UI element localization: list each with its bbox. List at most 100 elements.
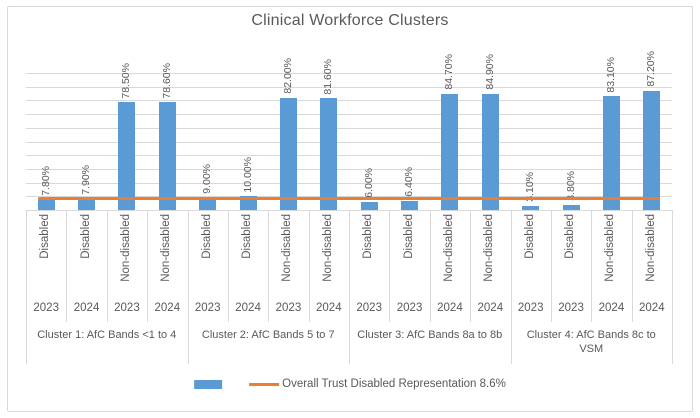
year-label: 2023	[356, 302, 382, 314]
year-label: 2023	[33, 302, 59, 314]
bar-value-label: 84.90%	[483, 54, 496, 90]
gridline	[26, 86, 672, 88]
category-separator	[308, 210, 310, 322]
category-label: Disabled	[39, 214, 52, 259]
category-label: Non-disabled	[604, 214, 617, 282]
year-label: 2024	[235, 302, 261, 314]
bar-value-label: 87.20%	[645, 50, 658, 87]
category-label: Disabled	[362, 214, 375, 259]
category-label: Non-disabled	[119, 214, 132, 282]
year-label: 2024	[598, 302, 625, 314]
bar-value-label: 6.40%	[403, 167, 416, 198]
gridline	[26, 168, 672, 170]
bar-value-label: 7.80%	[39, 165, 52, 196]
cluster-label: Cluster 4: AfC Bands 8c to VSM	[526, 329, 656, 356]
category-label: Non-disabled	[644, 214, 657, 282]
category-separator	[591, 210, 593, 322]
category-separator	[389, 210, 391, 322]
bar	[643, 90, 661, 210]
bar	[239, 196, 257, 210]
category-separator	[429, 210, 431, 322]
bar	[158, 102, 176, 210]
bar-value-label: 78.60%	[160, 62, 173, 99]
bar	[562, 204, 580, 210]
bar	[401, 201, 419, 210]
bar-value-label: 83.10%	[604, 56, 617, 93]
category-separator	[268, 210, 270, 322]
year-label: 2023	[194, 302, 221, 314]
category-separator	[227, 210, 229, 322]
category-separator	[550, 210, 552, 322]
cluster-separator	[672, 210, 673, 364]
gridline	[26, 141, 672, 143]
category-label: Non-disabled	[483, 214, 496, 282]
bar	[522, 205, 540, 210]
bar-value-label: 78.50%	[120, 62, 133, 99]
year-label: 2024	[73, 302, 100, 314]
category-separator	[631, 210, 633, 322]
year-label: 2023	[114, 302, 140, 314]
gridline	[26, 155, 672, 157]
year-label: 2023	[275, 302, 302, 314]
bar	[602, 96, 620, 210]
bar-value-label: 9.00%	[201, 163, 214, 194]
cluster-separator	[187, 210, 189, 364]
gridline	[26, 100, 672, 102]
category-label: Non-disabled	[281, 214, 294, 282]
year-label: 2024	[154, 302, 181, 314]
category-label: Disabled	[402, 214, 415, 259]
bar-value-label: 84.70%	[443, 54, 456, 90]
cluster-label: Cluster 1: AfC Bands <1 to 4	[37, 329, 177, 341]
year-label: 2023	[517, 302, 544, 314]
chart-border-frame	[7, 6, 693, 412]
bar	[320, 98, 338, 210]
reference-line	[38, 196, 660, 200]
year-label: 2024	[639, 302, 665, 314]
chart-title: Clinical Workforce Clusters	[251, 12, 449, 29]
bar	[279, 97, 297, 210]
legend: Overall Trust Disabled Representation 8.…	[194, 378, 506, 390]
category-label: Non-disabled	[160, 214, 173, 282]
year-label: 2024	[316, 302, 342, 314]
category-label: Disabled	[564, 214, 577, 259]
bar-value-label: 7.90%	[80, 165, 93, 196]
bar-value-label: 6.00%	[362, 168, 375, 198]
category-label: Non-disabled	[321, 214, 334, 282]
cluster-label: Cluster 3: AfC Bands 8a to 8b	[357, 329, 503, 341]
bar	[441, 93, 459, 210]
cluster-separator	[349, 210, 350, 364]
year-label: 2023	[396, 302, 423, 314]
bar-value-label: 81.60%	[322, 58, 335, 95]
category-label: Disabled	[523, 214, 536, 259]
cluster-label: Cluster 2: AfC Bands 5 to 7	[201, 329, 335, 341]
gridline	[26, 127, 672, 129]
legend-line-label: Overall Trust Disabled Representation 8.…	[282, 378, 506, 390]
category-label: Disabled	[241, 214, 254, 259]
category-label: Disabled	[200, 214, 213, 259]
year-label: 2024	[477, 302, 504, 314]
gridline	[26, 73, 672, 74]
gridline	[26, 114, 672, 116]
cluster-separator	[26, 210, 27, 364]
bar	[37, 199, 55, 210]
category-separator	[147, 210, 149, 322]
bar-value-label: 10.00%	[241, 156, 254, 193]
bar	[360, 201, 378, 210]
bar	[481, 93, 499, 210]
bar	[78, 199, 96, 210]
category-separator	[106, 210, 108, 322]
legend-bar-swatch	[194, 379, 223, 389]
cluster-separator	[510, 210, 512, 364]
category-label: Disabled	[79, 214, 92, 259]
bar-value-label: 82.00%	[281, 58, 294, 94]
legend-line-swatch	[249, 382, 280, 386]
year-label: 2023	[558, 302, 584, 314]
category-separator	[66, 210, 68, 322]
bar	[199, 197, 217, 210]
bar	[118, 102, 136, 210]
gridline	[26, 182, 672, 184]
category-label: Non-disabled	[442, 214, 455, 282]
year-label: 2024	[437, 302, 463, 314]
category-separator	[470, 210, 472, 322]
